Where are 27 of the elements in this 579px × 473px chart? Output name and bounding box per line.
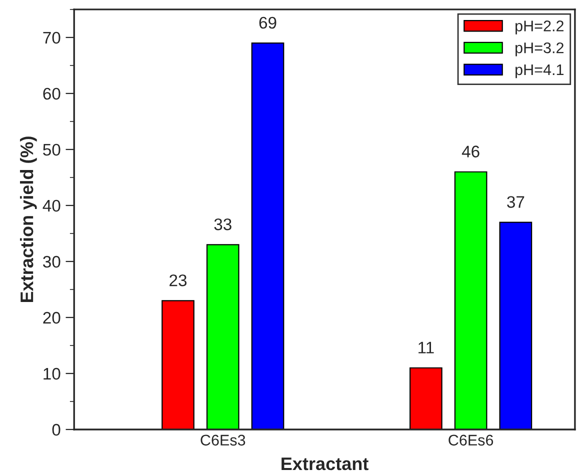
bar bbox=[454, 171, 488, 430]
x-axis-title: Extractant bbox=[282, 458, 368, 470]
x-tick-label: C6Es6 bbox=[448, 434, 494, 446]
legend-label: pH=2.2 bbox=[516, 20, 564, 34]
bar bbox=[206, 244, 240, 430]
y-tick-label: 10 bbox=[44, 368, 60, 380]
data-label: 33 bbox=[214, 218, 232, 230]
y-tick-label: 20 bbox=[43, 312, 60, 324]
y-tick-label: 30 bbox=[43, 256, 60, 268]
data-label: 46 bbox=[462, 146, 480, 158]
bar bbox=[499, 222, 532, 430]
data-label: 37 bbox=[507, 196, 524, 208]
y-tick-label: 40 bbox=[42, 200, 60, 212]
x-tick-label: C6Es3 bbox=[200, 434, 246, 446]
y-tick-label: 50 bbox=[43, 144, 60, 156]
y-tick-label: 0 bbox=[52, 424, 60, 436]
bar bbox=[410, 367, 442, 430]
data-label: 69 bbox=[259, 16, 276, 29]
data-label: 23 bbox=[170, 274, 187, 286]
legend-label: pH=3.2 bbox=[516, 42, 564, 56]
y-tick-label: 70 bbox=[43, 32, 60, 44]
legend-label: pH=4.1 bbox=[516, 64, 564, 78]
y-tick-label: 60 bbox=[43, 88, 60, 100]
bar bbox=[251, 42, 284, 430]
data-label: 11 bbox=[418, 342, 434, 354]
y-axis-title: Extraction yield (%) bbox=[20, 136, 37, 302]
bar bbox=[162, 300, 194, 430]
